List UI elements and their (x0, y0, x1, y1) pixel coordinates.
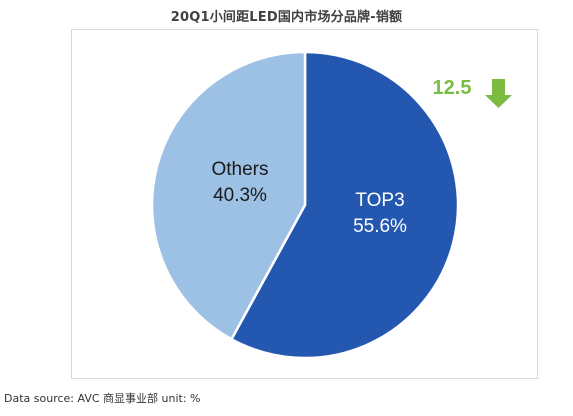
slice-label-others-value: 40.3% (213, 185, 267, 206)
pie-slice-top3 (230, 50, 460, 360)
chart-title: 20Q1小间距LED国内市场分品牌-销额 (170, 10, 403, 25)
pie-slice-others (150, 50, 307, 341)
change-value: 12.5 (433, 77, 472, 99)
slice-label-top3-value: 55.6% (353, 216, 407, 237)
slice-label-others-name: Others (211, 159, 268, 180)
source-note: Data source: AVC 商显事业部 unit: % (4, 392, 201, 405)
slice-label-top3-name: TOP3 (355, 190, 404, 211)
plot-frame (71, 29, 538, 379)
arrow-down-icon (485, 79, 512, 108)
